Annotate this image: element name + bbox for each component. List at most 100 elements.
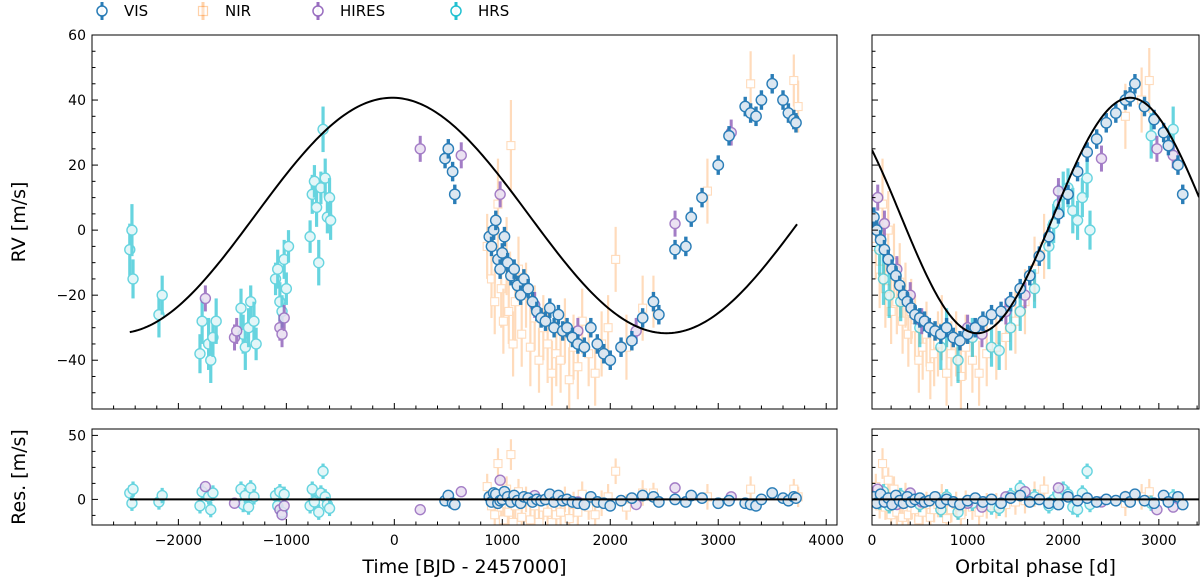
data-point: [723, 494, 735, 507]
data-point: [304, 230, 316, 243]
data-point: [498, 230, 511, 243]
data-point: [1176, 498, 1189, 511]
data-point: [504, 507, 514, 517]
data-point: [323, 502, 336, 515]
y-axis-label: RV [m/s]: [8, 182, 30, 263]
series-nir: [872, 448, 1154, 525]
data-point: [1004, 321, 1017, 334]
data-point: [1148, 497, 1160, 510]
data-point: [1014, 489, 1027, 502]
data-point: [1109, 107, 1122, 119]
x-tick-label: −2000: [155, 533, 202, 549]
data-point: [276, 328, 288, 340]
legend-label: HIRES: [340, 2, 385, 20]
data-point: [199, 480, 212, 493]
legend-label: HRS: [478, 2, 509, 20]
data-point: [1162, 139, 1175, 152]
data-point: [1081, 465, 1093, 477]
data-point: [313, 506, 325, 518]
x-tick-label: 4000: [808, 533, 844, 549]
x-tick-label: 2000: [1045, 533, 1081, 549]
data-point: [564, 375, 574, 385]
data-point: [504, 306, 514, 316]
data-point: [278, 500, 290, 512]
data-point: [1071, 494, 1084, 507]
data-point: [942, 514, 952, 524]
data-point: [489, 214, 502, 227]
data-point: [498, 316, 508, 326]
data-point: [590, 368, 600, 378]
legend-item-hires: HIRES: [312, 2, 385, 20]
data-point: [1120, 111, 1130, 121]
data-point: [324, 214, 337, 227]
data-point: [1172, 159, 1184, 171]
data-point: [248, 315, 260, 327]
panel-rv-vs-phase: [871, 34, 1200, 410]
data-point: [878, 217, 891, 230]
legend-item-vis: VIS: [96, 2, 148, 20]
data-point: [1162, 496, 1175, 508]
data-point: [1176, 188, 1189, 201]
data-point: [494, 188, 506, 201]
legend-item-hrs: HRS: [450, 2, 509, 20]
data-point: [1028, 282, 1041, 295]
data-point: [539, 315, 552, 328]
data-point: [205, 354, 217, 366]
data-point: [685, 489, 698, 502]
data-point: [127, 483, 139, 495]
data-point: [625, 334, 638, 347]
data-point: [886, 306, 896, 316]
data-point: [1062, 490, 1074, 503]
data-point: [517, 329, 527, 339]
data-point: [929, 349, 939, 359]
data-point: [573, 507, 583, 517]
data-point: [494, 263, 507, 276]
data-point: [514, 289, 527, 302]
data-point: [547, 517, 557, 525]
plot-area: [124, 439, 803, 525]
y-tick-label: 20: [68, 158, 86, 174]
data-point: [1144, 487, 1154, 497]
y-tick-label: 50: [68, 428, 86, 444]
data-point: [946, 349, 956, 359]
data-point: [561, 321, 573, 334]
data-point: [448, 188, 461, 201]
data-point: [552, 308, 565, 321]
data-point: [490, 510, 500, 520]
data-point: [496, 284, 506, 294]
y-tick-label: −40: [56, 353, 86, 369]
data-point: [1023, 496, 1036, 508]
data-point: [493, 459, 503, 469]
data-point: [696, 492, 708, 505]
data-point: [317, 465, 329, 477]
data-point: [207, 487, 219, 499]
x-tick-label: 3000: [1141, 533, 1177, 549]
legend-marker: [96, 5, 108, 17]
panel-rv-vs-time: −40 −20 0 20 40 60 RV [m/s]: [8, 28, 838, 410]
data-point: [750, 110, 762, 123]
data-point: [790, 116, 802, 129]
data-point: [625, 492, 638, 505]
data-point: [777, 94, 789, 106]
data-point: [448, 498, 461, 511]
data-point: [1084, 224, 1096, 236]
data-point: [903, 329, 913, 339]
data-point: [914, 515, 924, 525]
data-point: [615, 341, 627, 354]
data-point: [679, 240, 692, 253]
data-point: [883, 475, 893, 485]
data-point: [228, 497, 241, 509]
data-point: [551, 510, 561, 520]
data-point: [1144, 75, 1154, 86]
data-point: [280, 282, 293, 295]
legend: VIS NIR HIRES HRS: [96, 2, 509, 20]
data-point: [696, 191, 708, 204]
data-point: [1095, 152, 1108, 165]
x-tick-label: −1000: [263, 533, 310, 549]
data-point: [486, 274, 497, 284]
data-point: [543, 339, 553, 349]
data-point: [156, 489, 168, 502]
data-point: [993, 344, 1005, 357]
